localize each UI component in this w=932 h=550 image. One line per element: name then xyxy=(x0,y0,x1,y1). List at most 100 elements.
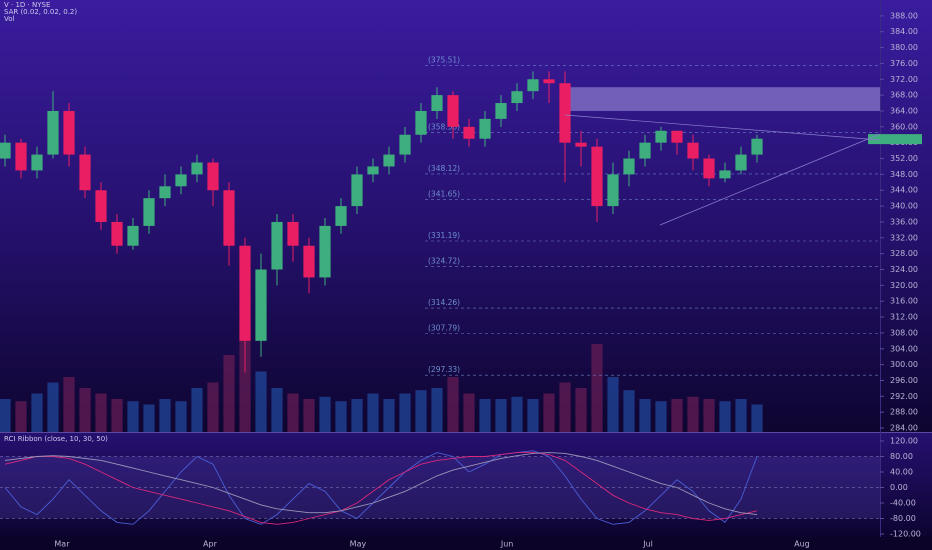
volume-bar xyxy=(479,399,491,432)
candle-body xyxy=(527,79,539,92)
volume-bar xyxy=(527,399,539,432)
candle-body xyxy=(223,190,235,246)
y-tick-label: 336.00 xyxy=(890,217,918,226)
trend-line xyxy=(659,133,881,226)
volume-bar xyxy=(383,399,395,432)
y-tick-label: 304.00 xyxy=(890,344,918,353)
y-tick-label: 380.00 xyxy=(890,43,918,52)
candle-body xyxy=(319,225,331,278)
rci-line xyxy=(4,452,758,525)
y-tick-label: 364.00 xyxy=(890,106,918,115)
y-tick-label: 348.00 xyxy=(890,170,918,179)
volume-bar xyxy=(575,388,587,432)
time-axis xyxy=(0,537,932,550)
candle-body xyxy=(575,142,587,147)
last-price-tag xyxy=(868,134,922,145)
candle-body xyxy=(751,138,763,155)
symbol: V · 1D · NYSE xyxy=(4,1,50,9)
candle-body xyxy=(127,225,139,246)
candle-body xyxy=(671,130,683,143)
y-tick-label: 300.00 xyxy=(890,360,918,369)
y-tick-label: 324.00 xyxy=(890,265,918,274)
rci-line xyxy=(4,450,758,525)
volume-bar xyxy=(447,377,459,432)
volume-bar xyxy=(367,393,379,432)
candle-body xyxy=(495,103,507,119)
candle-body xyxy=(351,174,363,207)
volume-bar xyxy=(751,404,763,432)
volume-bar xyxy=(607,377,619,432)
sar-label: SAR (0.02, 0.02, 0.2) xyxy=(4,8,77,16)
volume-bar xyxy=(271,388,283,432)
volume-bar xyxy=(431,388,443,432)
y-tick-label: 340.00 xyxy=(890,202,918,211)
y-tick-label: 372.00 xyxy=(890,75,918,84)
candle-body xyxy=(15,142,27,171)
candle-body xyxy=(463,126,475,139)
candle-body xyxy=(63,110,75,155)
y-tick-label: 292.00 xyxy=(890,392,918,401)
candle-body xyxy=(31,154,43,171)
price-pane xyxy=(0,0,932,432)
volume-bar xyxy=(719,401,731,432)
volume-bar xyxy=(671,399,683,432)
volume-bar xyxy=(111,399,123,432)
volume-bar xyxy=(31,393,43,432)
zone xyxy=(565,87,880,111)
fib-label: (348.12) xyxy=(428,164,460,173)
rci-line xyxy=(4,452,758,516)
volume-bar xyxy=(655,401,667,432)
candle-body xyxy=(0,142,11,159)
fib-label: (297.33) xyxy=(428,365,460,374)
candle-body xyxy=(367,166,379,175)
fib-label: (324.72) xyxy=(428,257,460,266)
x-tick-label: May xyxy=(350,540,367,549)
volume-bar xyxy=(239,322,251,432)
volume-bar xyxy=(207,382,219,432)
y-tick-label: 344.00 xyxy=(890,186,918,195)
rci-pane xyxy=(0,433,932,537)
volume-bar xyxy=(79,388,91,432)
candle-body xyxy=(639,142,651,159)
y-tick-label: 368.00 xyxy=(890,91,918,100)
y-tick-label: -40.00 xyxy=(890,499,916,508)
candle-body xyxy=(303,245,315,278)
volume-bar xyxy=(543,393,555,432)
volume-bar xyxy=(463,393,475,432)
x-tick-label: Apr xyxy=(203,540,218,549)
fib-label: (358.58) xyxy=(428,122,460,131)
candle-body xyxy=(591,146,603,207)
candle-body xyxy=(111,221,123,246)
candle-body xyxy=(687,142,699,159)
candle-body xyxy=(335,206,347,226)
volume-bar xyxy=(143,404,155,432)
volume-bar xyxy=(687,396,699,432)
candle-body xyxy=(191,162,203,175)
y-tick-label: 360.00 xyxy=(890,122,918,131)
volume-bar xyxy=(127,401,139,432)
y-tick-label: 0.00 xyxy=(890,483,908,492)
y-tick-label: 352.00 xyxy=(890,154,918,163)
y-tick-label: 284.00 xyxy=(890,424,918,433)
candle-body xyxy=(239,245,251,341)
candle-body xyxy=(159,186,171,199)
trend-line xyxy=(564,114,881,141)
fib-label: (307.79) xyxy=(428,324,460,333)
candle-body xyxy=(207,162,219,191)
y-tick-label: 296.00 xyxy=(890,376,918,385)
candle-body xyxy=(143,198,155,226)
y-tick-label: 332.00 xyxy=(890,233,918,242)
volume-bar xyxy=(639,399,651,432)
volume-bar xyxy=(703,399,715,432)
candle-body xyxy=(623,158,635,175)
candle-body xyxy=(447,95,459,127)
candle-body xyxy=(95,190,107,222)
y-tick-label: -80.00 xyxy=(890,514,916,523)
volume-bar xyxy=(591,344,603,432)
candle-body xyxy=(47,110,59,155)
y-tick-label: 312.00 xyxy=(890,313,918,322)
y-tick-label: -120.00 xyxy=(890,530,921,539)
volume-bar xyxy=(63,377,75,432)
candle-body xyxy=(383,154,395,167)
